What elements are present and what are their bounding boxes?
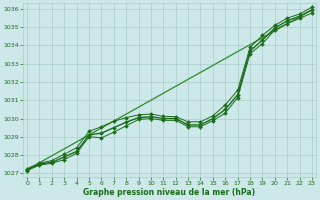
- X-axis label: Graphe pression niveau de la mer (hPa): Graphe pression niveau de la mer (hPa): [84, 188, 256, 197]
